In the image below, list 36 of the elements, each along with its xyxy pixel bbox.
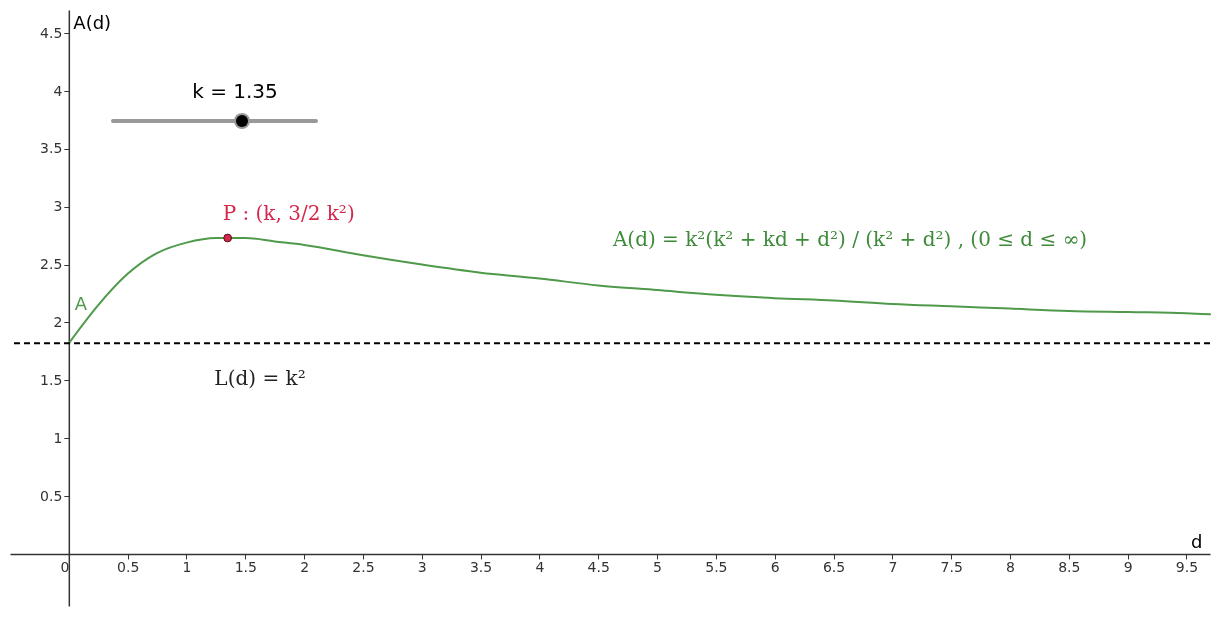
y-tick-label: 2.5 [40,256,63,273]
y-tick-label: 1 [53,429,63,446]
annotation: k = 1.35 [192,79,278,103]
ref-line-label: L(d) = k² [214,366,306,391]
annotation: A(d) = k²(k² + kd + d²) / (k² + d²) , (0 ≤ d ≤ ∞) [611,227,1088,251]
y-tick-label: 3.5 [40,140,63,157]
x-axis-title: d [1191,531,1203,553]
x-tick-label: 0.5 [117,559,140,576]
x-tick-label: 2 [300,559,310,576]
x-tick-label: 1.5 [234,559,257,576]
x-tick-label: 4 [535,559,545,576]
x-tick-label: 6.5 [822,559,846,576]
x-tick-label: 6 [770,559,780,576]
y-tick-label: 4 [53,82,63,99]
x-tick-label: 9 [1123,559,1133,576]
x-tick-label: 2.5 [352,559,375,576]
x-tick-label: 0 [60,559,70,576]
x-tick-label: 7.5 [940,559,963,576]
series-label: A [74,293,88,315]
x-tick-label: 8 [1006,559,1015,576]
x-tick-label: 7 [888,559,898,576]
x-tick-label: 9.5 [1175,559,1199,576]
y-axis-title: A(d) [73,11,112,33]
y-tick-label: 3 [53,198,63,215]
x-tick-label: 4.5 [587,559,610,576]
y-tick-label: 2 [53,313,63,330]
x-tick-label: 3 [417,559,427,576]
y-tick-label: 1.5 [40,371,63,388]
y-tick-label: 0.5 [40,487,63,504]
x-tick-label: 3.5 [469,559,493,576]
annotation: P : (k, 3/2 k²) [222,200,355,225]
y-tick-label: 4.5 [40,24,63,41]
x-tick-label: 5.5 [705,559,728,576]
x-tick-label: 5 [653,559,663,576]
x-tick-label: 8.5 [1058,559,1081,576]
x-tick-label: 1 [182,559,192,576]
